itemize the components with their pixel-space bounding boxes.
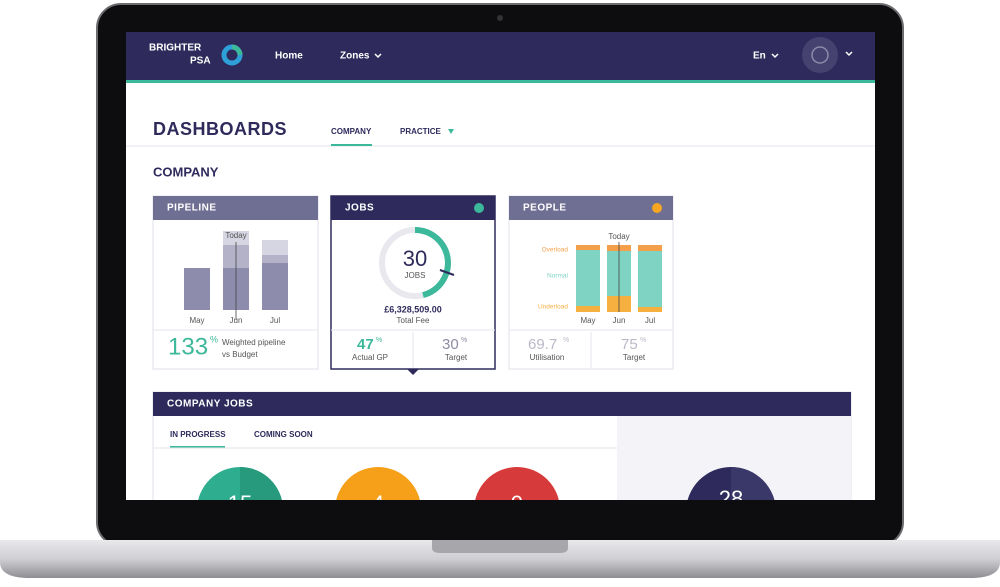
ring-progress bbox=[414, 227, 451, 298]
laptop-base bbox=[0, 540, 1000, 578]
bar-segment bbox=[638, 307, 662, 312]
x-tick-label: May bbox=[580, 316, 595, 325]
metric-unit: % bbox=[210, 334, 218, 344]
screen: BRIGHTER PSA Home Zones En DASHBOARDS CO… bbox=[126, 32, 875, 553]
tab[interactable]: IN PROGRESS bbox=[170, 430, 226, 439]
x-tick-label: Jul bbox=[645, 316, 655, 325]
series-label: Normal bbox=[547, 273, 569, 280]
bar-segment bbox=[576, 245, 600, 250]
logo[interactable]: PSA bbox=[190, 56, 211, 67]
chevron bbox=[845, 51, 853, 57]
count: 9 bbox=[511, 491, 523, 516]
ring-target bbox=[439, 269, 455, 276]
card-header bbox=[153, 196, 318, 220]
tab-underline bbox=[331, 144, 372, 146]
bar-segment bbox=[638, 245, 662, 251]
today-label: Today bbox=[225, 231, 246, 240]
nav-link[interactable]: Zones bbox=[340, 51, 370, 62]
pointer bbox=[407, 369, 419, 375]
series-label: Overload bbox=[542, 247, 569, 254]
job-count: 30 bbox=[403, 246, 427, 271]
metric-label: Actual GP bbox=[352, 353, 388, 362]
card-title: JOBS bbox=[345, 203, 374, 214]
bar-segment bbox=[223, 231, 249, 245]
tab[interactable]: COMING SOON bbox=[254, 430, 313, 439]
count-circle[interactable] bbox=[335, 467, 421, 553]
panel-header bbox=[153, 392, 851, 416]
card-title: PEOPLE bbox=[523, 203, 567, 214]
metric-unit: % bbox=[640, 337, 646, 344]
chevron bbox=[374, 53, 382, 59]
count: 15 bbox=[228, 491, 252, 516]
status-dot bbox=[652, 203, 662, 213]
bar-segment bbox=[262, 240, 288, 255]
metric-label: Target bbox=[445, 353, 468, 362]
metric-value: 30 bbox=[442, 336, 459, 353]
language[interactable]: En bbox=[753, 51, 766, 62]
count: 28 bbox=[719, 486, 743, 511]
status-dot bbox=[474, 203, 484, 213]
tab[interactable]: PRACTICE bbox=[400, 127, 442, 136]
card-title: PIPELINE bbox=[167, 203, 217, 214]
bar-segment bbox=[262, 263, 288, 310]
nav-accent bbox=[126, 80, 875, 83]
avatar[interactable] bbox=[802, 37, 838, 73]
tab-underline bbox=[170, 446, 225, 448]
x-tick-label: Jun bbox=[230, 316, 243, 325]
card-header bbox=[509, 196, 673, 220]
bar-segment bbox=[576, 306, 600, 312]
dropdown-arrow bbox=[448, 129, 454, 134]
card-header bbox=[331, 196, 495, 220]
x-tick-label: Jun bbox=[613, 316, 626, 325]
job-count-label: JOBS bbox=[405, 271, 426, 280]
today-label: Today bbox=[608, 232, 629, 241]
avatar-icon bbox=[811, 46, 829, 64]
x-tick-label: May bbox=[189, 316, 204, 325]
bar-segment bbox=[638, 251, 662, 307]
mini-chart: May Jun Jul bbox=[184, 231, 288, 325]
panel-title: COMPANY JOBS bbox=[167, 399, 253, 410]
metric-unit: % bbox=[461, 337, 467, 344]
chevron bbox=[771, 53, 779, 59]
metric-unit: % bbox=[376, 337, 382, 344]
count-segment bbox=[240, 467, 282, 500]
metric-value: 69.7 bbox=[528, 336, 557, 353]
metric-value: 133 bbox=[168, 333, 208, 360]
page-title: DASHBOARDS bbox=[153, 119, 287, 139]
metric-unit: % bbox=[563, 337, 569, 344]
metric-label: Utilisation bbox=[530, 353, 565, 362]
section-title: COMPANY bbox=[153, 164, 219, 179]
metric-label: Target bbox=[623, 353, 646, 362]
count-segment bbox=[731, 467, 775, 500]
nav-bar bbox=[126, 32, 875, 80]
total-fee-label: Total Fee bbox=[397, 316, 430, 325]
tab[interactable]: COMPANY bbox=[331, 127, 372, 136]
notch bbox=[432, 540, 568, 553]
bar-segment bbox=[576, 250, 600, 306]
metric-value: 47 bbox=[357, 336, 374, 353]
nav-link[interactable]: Home bbox=[275, 51, 303, 62]
series-label: Underload bbox=[538, 304, 568, 311]
metric-value: 75 bbox=[621, 336, 638, 353]
bar-segment bbox=[184, 268, 210, 310]
logo[interactable]: BRIGHTER bbox=[149, 43, 202, 54]
metric-label: Weighted pipeline bbox=[222, 338, 286, 347]
count: 4 bbox=[372, 491, 384, 516]
camera bbox=[497, 15, 503, 21]
total-fee: £6,328,509.00 bbox=[384, 304, 442, 314]
metric-label: vs Budget bbox=[222, 350, 258, 359]
bar-segment bbox=[262, 255, 288, 263]
count-circle[interactable] bbox=[474, 467, 560, 553]
logo-ring bbox=[231, 44, 243, 56]
x-tick-label: Jul bbox=[270, 316, 280, 325]
